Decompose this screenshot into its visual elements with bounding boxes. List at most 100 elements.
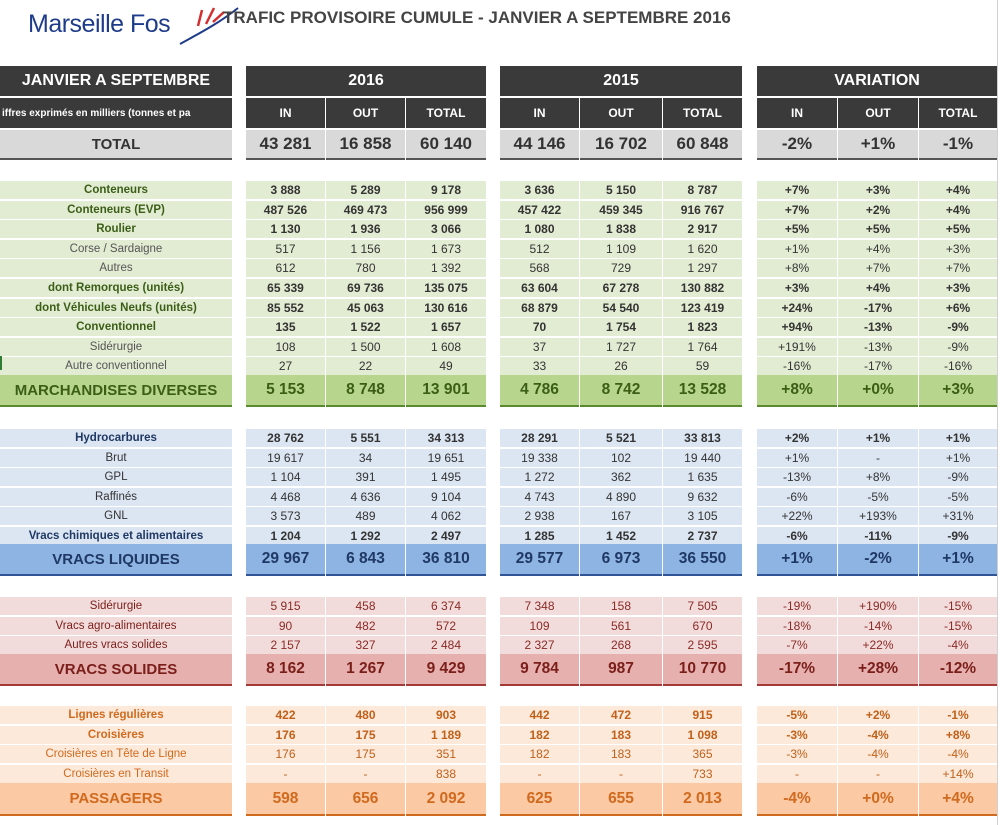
row-value: 3 105 — [663, 507, 742, 525]
row-value: 1 204 — [246, 527, 325, 545]
section-summary-value: 987 — [580, 654, 662, 686]
section-summary-value: 10 770 — [663, 654, 742, 686]
row-value: 5 150 — [580, 181, 662, 199]
row-label: Conteneurs (EVP) — [0, 201, 232, 219]
section-summary-label: MARCHANDISES DIVERSES — [0, 375, 232, 407]
section-summary-value: -2% — [838, 544, 918, 576]
row-value: +22% — [757, 507, 837, 525]
section-summary-value: 5 153 — [246, 375, 325, 407]
row-value: 2 484 — [406, 636, 486, 654]
row-value: +3% — [919, 240, 997, 258]
row-value: 19 338 — [500, 449, 579, 467]
row-value: 838 — [406, 765, 486, 783]
row-value: +190% — [838, 597, 918, 615]
total-label: TOTAL — [0, 130, 232, 160]
total-value: -1% — [919, 130, 997, 160]
row-value: 7 505 — [663, 597, 742, 615]
section-summary-label: VRACS LIQUIDES — [0, 544, 232, 576]
row-value: 7 348 — [500, 597, 579, 615]
row-value: 69 736 — [326, 279, 405, 297]
row-value: - — [838, 765, 918, 783]
row-value: -13% — [757, 468, 837, 486]
row-value: 1 620 — [663, 240, 742, 258]
row-value: 9 178 — [406, 181, 486, 199]
row-value: +7% — [838, 259, 918, 277]
year-header: 2015 — [500, 66, 742, 96]
row-value: 916 767 — [663, 201, 742, 219]
row-value: 68 879 — [500, 299, 579, 317]
row-value: 1 522 — [326, 318, 405, 336]
row-value: 457 422 — [500, 201, 579, 219]
row-label: Croisières en Transit — [0, 765, 232, 783]
section-summary-value: 8 162 — [246, 654, 325, 686]
row-value: 182 — [500, 726, 579, 744]
row-value: 1 109 — [580, 240, 662, 258]
row-value: +31% — [919, 507, 997, 525]
row-value: 4 890 — [580, 488, 662, 506]
row-value: +5% — [757, 220, 837, 238]
row-marker — [0, 356, 2, 370]
row-value: +4% — [838, 240, 918, 258]
logo-swoosh-icon — [179, 7, 239, 45]
row-value: 2 595 — [663, 636, 742, 654]
row-value: 5 551 — [326, 429, 405, 447]
row-value: - — [500, 765, 579, 783]
row-value: 480 — [326, 706, 405, 724]
row-value: 85 552 — [246, 299, 325, 317]
row-value: 183 — [580, 745, 662, 763]
row-label: Croisières en Tête de Ligne — [0, 745, 232, 763]
row-value: 22 — [326, 357, 405, 375]
row-value: +3% — [757, 279, 837, 297]
section-summary-value: +1% — [757, 544, 837, 576]
row-value: 27 — [246, 357, 325, 375]
section-summary-value: 36 550 — [663, 544, 742, 576]
row-value: -4% — [838, 745, 918, 763]
total-value: 43 281 — [246, 130, 325, 160]
row-value: 45 063 — [326, 299, 405, 317]
row-value: -5% — [757, 706, 837, 724]
section-summary-value: 656 — [326, 783, 405, 816]
row-value: -4% — [919, 636, 997, 654]
section-summary-value: +8% — [757, 375, 837, 407]
row-label: dont Remorques (unités) — [0, 279, 232, 297]
column-header: TOTAL — [663, 98, 742, 128]
year-header: 2016 — [246, 66, 486, 96]
row-value: 1 500 — [326, 338, 405, 356]
row-value: +191% — [757, 338, 837, 356]
section-summary-value: -4% — [757, 783, 837, 816]
row-label: Sidérurgie — [0, 597, 232, 615]
logo-text: Marseille Fos — [28, 10, 171, 38]
row-value: 4 062 — [406, 507, 486, 525]
row-value: 568 — [500, 259, 579, 277]
row-value: 9 104 — [406, 488, 486, 506]
row-value: 175 — [326, 726, 405, 744]
column-header: IN — [757, 98, 837, 128]
row-value: 1 098 — [663, 726, 742, 744]
row-value: -11% — [838, 527, 918, 545]
row-value: - — [246, 765, 325, 783]
row-value: 19 651 — [406, 449, 486, 467]
row-value: -13% — [838, 338, 918, 356]
row-label: Autre conventionnel — [0, 357, 232, 375]
row-value: 28 762 — [246, 429, 325, 447]
row-value: 1 392 — [406, 259, 486, 277]
row-value: -16% — [757, 357, 837, 375]
section-summary-value: +28% — [838, 654, 918, 686]
row-value: 780 — [326, 259, 405, 277]
total-value: 60 140 — [406, 130, 486, 160]
row-value: 365 — [663, 745, 742, 763]
section-summary-value: 9 429 — [406, 654, 486, 686]
row-value: 8 787 — [663, 181, 742, 199]
section-summary-value: -17% — [757, 654, 837, 686]
row-value: 19 617 — [246, 449, 325, 467]
row-value: 1 495 — [406, 468, 486, 486]
row-value: 391 — [326, 468, 405, 486]
section-summary-value: +1% — [919, 544, 997, 576]
year-header: VARIATION — [757, 66, 997, 96]
row-value: 176 — [246, 726, 325, 744]
section-summary-value: 1 267 — [326, 654, 405, 686]
row-value: 351 — [406, 745, 486, 763]
row-value: 54 540 — [580, 299, 662, 317]
row-value: -7% — [757, 636, 837, 654]
row-value: 130 616 — [406, 299, 486, 317]
